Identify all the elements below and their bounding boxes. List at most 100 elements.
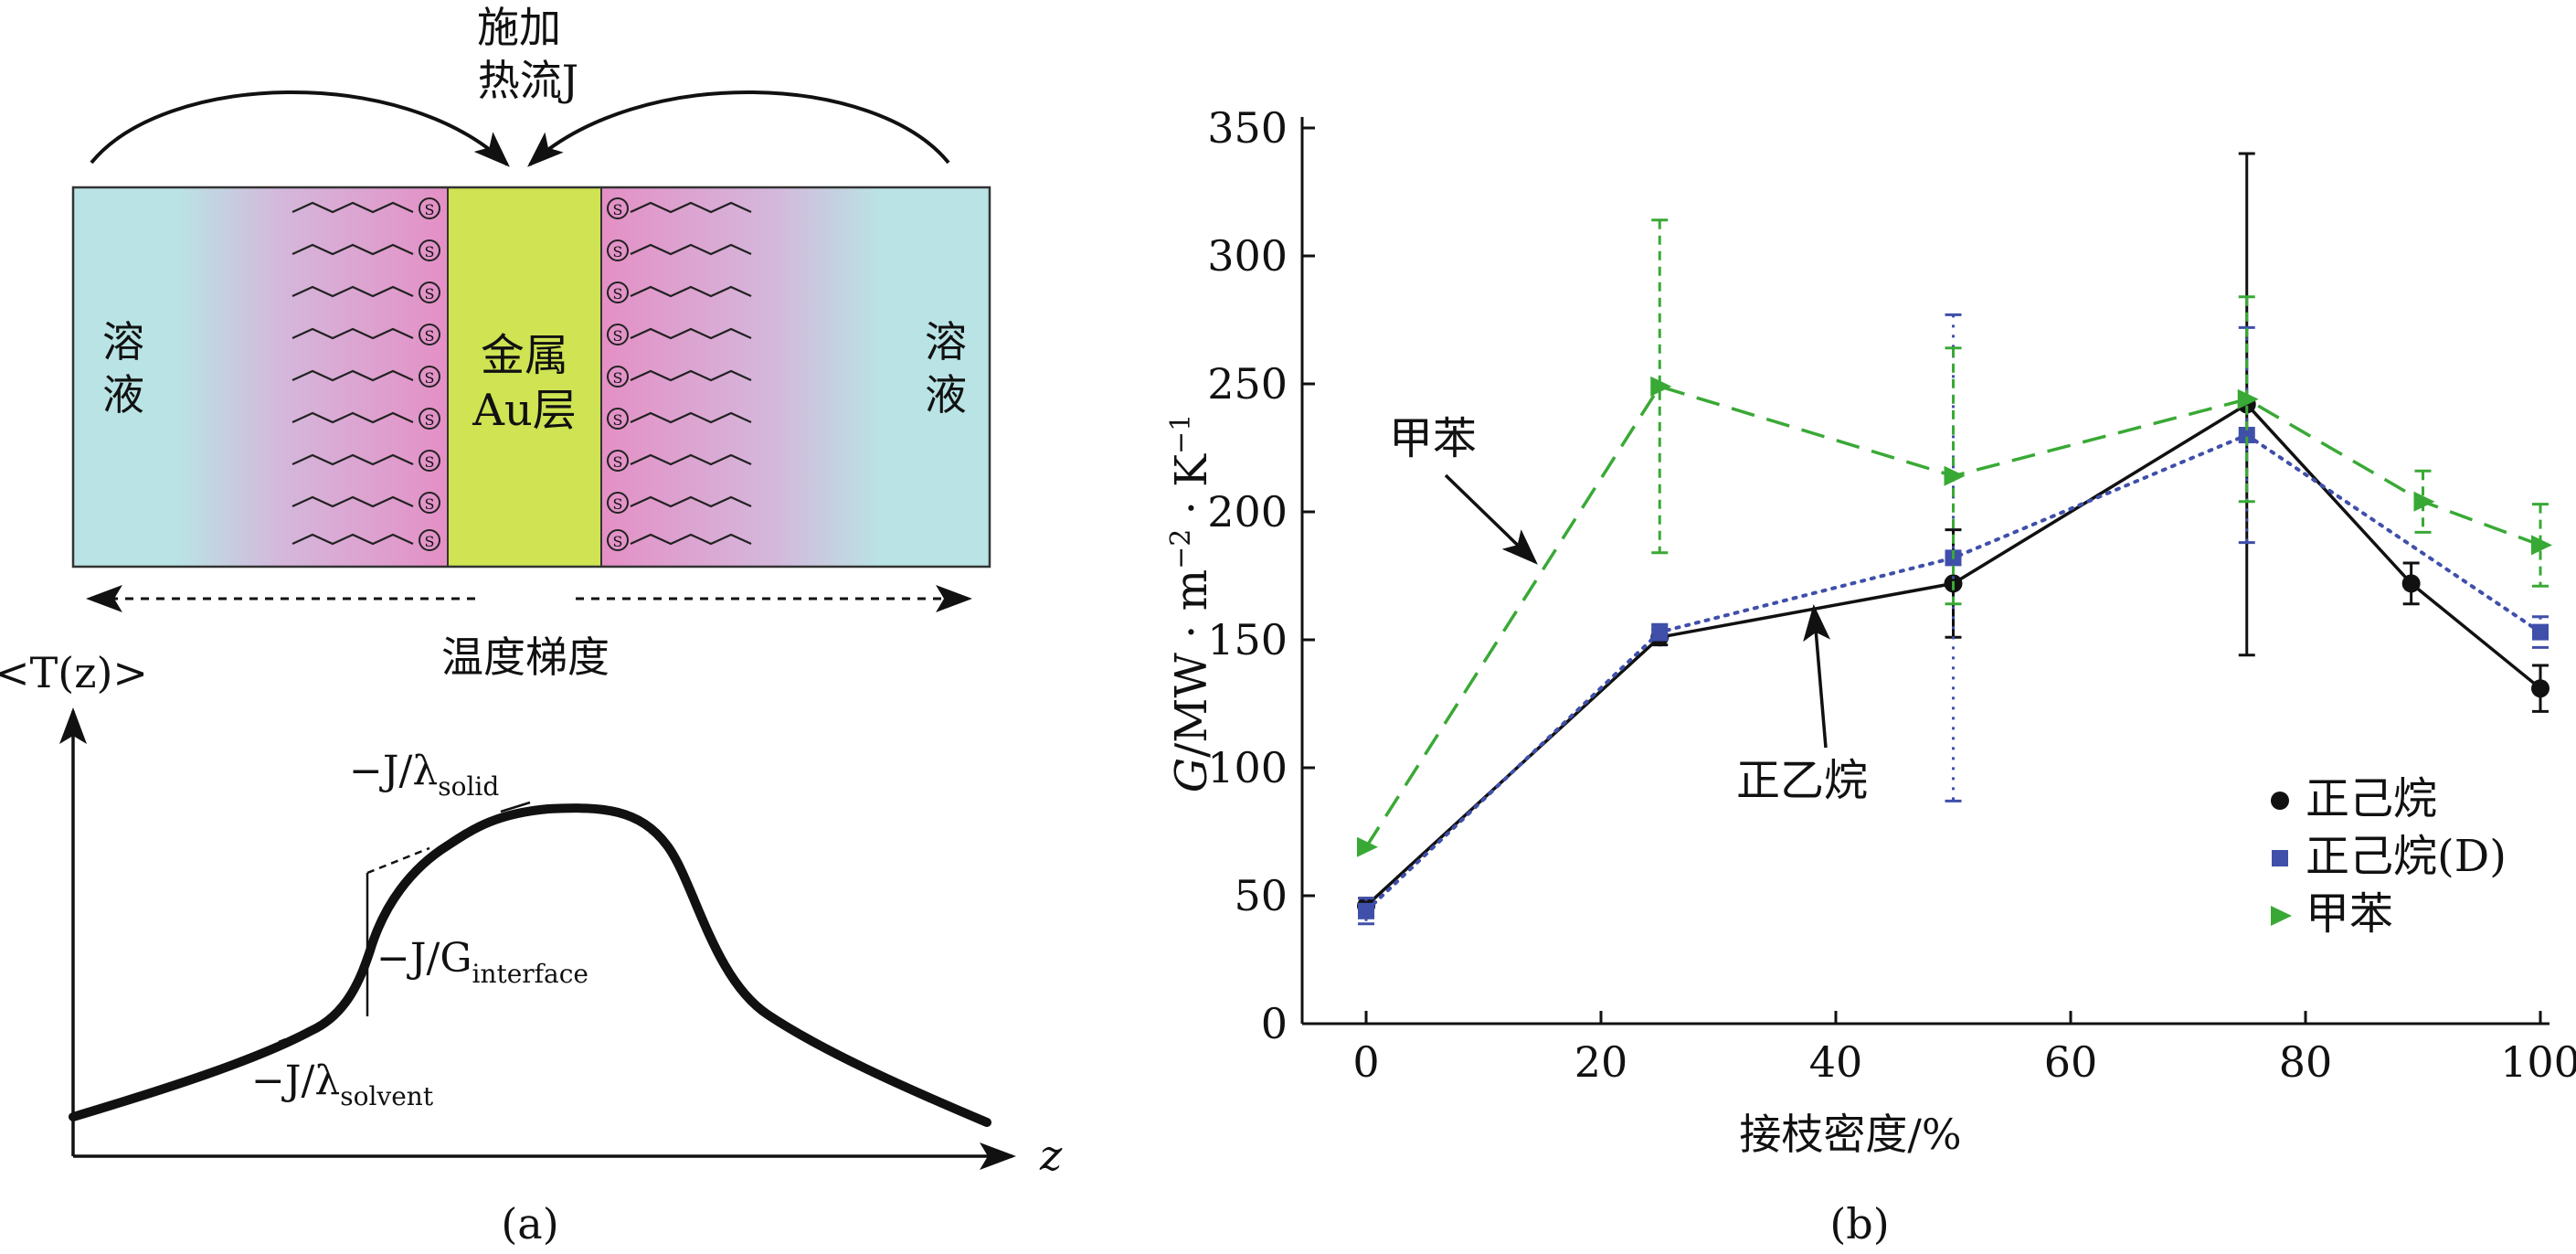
x-tick-label: 100 [2500, 1037, 2576, 1087]
sulfur-symbol: S [613, 453, 623, 471]
ligand-chain [292, 495, 414, 508]
profile-y-axis-label: <T(z)> [0, 648, 148, 697]
metal-label-2: Au层 [472, 385, 577, 436]
ligand-chains-right: S S S S S S S S S [607, 197, 752, 551]
sulfur-symbol: S [425, 411, 435, 429]
data-point [2413, 491, 2435, 512]
data-point [1650, 376, 1672, 397]
y-tick-label: 150 [1207, 615, 1288, 664]
y-tick-label: 50 [1234, 871, 1288, 920]
sulfur-symbol: S [425, 243, 435, 260]
caption-b: (b) [1829, 1199, 1889, 1249]
ligand-chain [292, 243, 414, 256]
solid-slope-tangent [366, 846, 430, 875]
right-solvent-label-2: 液 [925, 370, 967, 420]
sulfur-atom [607, 197, 629, 219]
ligand-chain [630, 495, 752, 508]
y-tick-label: 300 [1207, 231, 1288, 281]
panel-b: 0 50 100 150 200 250 300 350 0 20 40 60 80 100 正己烷正己烷… [1165, 103, 2576, 1249]
x-tick-label: 60 [2044, 1037, 2098, 1087]
ligand-chain [292, 327, 414, 340]
sulfur-atom [419, 282, 440, 303]
sulfur-symbol: S [425, 201, 435, 218]
sulfur-atom [607, 282, 629, 303]
profile-x-axis-label: z [1039, 1131, 1063, 1180]
data-point [2237, 388, 2259, 409]
label-solid: −J/λsolid [349, 748, 499, 802]
sulfur-symbol: S [425, 533, 435, 550]
sulfur-atom [607, 239, 629, 261]
sulfur-symbol: S [613, 411, 623, 429]
metal-label-1: 金属 [481, 330, 568, 381]
y-tick-label: 100 [1207, 743, 1288, 792]
y-tick-label: 0 [1261, 999, 1288, 1048]
ligand-chain [630, 327, 752, 340]
sulfur-symbol: S [425, 453, 435, 471]
heat-flux-label-2: 热流J [478, 56, 578, 105]
ligand-chain [292, 285, 414, 298]
sulfur-atom [607, 408, 629, 430]
ligand-chain [630, 411, 752, 424]
chart-series [1357, 152, 2552, 926]
sulfur-symbol: S [613, 201, 623, 218]
data-point [1944, 465, 1966, 486]
y-tick-label: 350 [1207, 103, 1288, 153]
ligand-chain [630, 369, 752, 382]
data-point [2531, 679, 2549, 698]
sulfur-symbol: S [613, 369, 623, 387]
sulfur-atom [607, 366, 629, 388]
annotation-toluene-arrow [1444, 473, 1538, 565]
sulfur-symbol: S [613, 285, 623, 303]
sulfur-atom [607, 324, 629, 345]
ligand-chain [292, 453, 414, 466]
sulfur-atom [607, 529, 629, 551]
legend-label: 正己烷(D) [2306, 831, 2507, 882]
x-tick-label: 40 [1809, 1037, 1863, 1087]
ligand-chain [292, 533, 414, 546]
data-point [2531, 535, 2552, 556]
sulfur-atom [419, 324, 440, 345]
legend-label: 甲苯 [2306, 888, 2393, 940]
sulfur-atom [419, 408, 440, 430]
temperature-profile-curve [69, 803, 991, 1127]
data-point [1357, 836, 1378, 857]
annotation-toluene-label: 甲苯 [1389, 413, 1477, 464]
left-solvent-label-1: 溶 [102, 317, 144, 367]
sulfur-atom [607, 450, 629, 472]
right-solvent-label-1: 溶 [925, 317, 967, 367]
annotation-hexane-label: 正乙烷 [1736, 755, 1868, 806]
heat-flux-arrow-right [527, 90, 950, 167]
sulfur-atom [419, 450, 440, 472]
sulfur-symbol: S [425, 285, 435, 303]
x-tick-label: 20 [1574, 1037, 1628, 1087]
series-line [1364, 384, 2541, 848]
left-solvent-region [73, 187, 448, 567]
legend-label: 正己烷 [2306, 773, 2437, 824]
sulfur-symbol: S [613, 495, 623, 513]
series-0 [1357, 152, 2549, 916]
ligand-chain [292, 201, 414, 214]
ligand-chain [630, 533, 752, 546]
solid-slope-mark [500, 801, 531, 813]
label-interface: −J/Ginterface [376, 935, 588, 989]
slab-outline [71, 186, 991, 569]
ligand-chain [292, 411, 414, 424]
data-point [1651, 623, 1669, 641]
data-point [2532, 623, 2549, 641]
sulfur-atom [419, 366, 440, 388]
sulfur-symbol: S [613, 533, 623, 550]
data-point [2271, 792, 2289, 810]
chart-x-axis-label: 接枝密度/% [1739, 1110, 1961, 1159]
chart-y-axis-label: G/MW · m−2 · K−1 [1165, 414, 1217, 792]
metal-au-layer [448, 187, 601, 567]
sulfur-atom [419, 492, 440, 514]
ligand-chain [630, 285, 752, 298]
solvent-slope-tangent [278, 1020, 330, 1044]
heat-flux-label-1: 施加 [477, 3, 561, 52]
chart-axes: 0 50 100 150 200 250 300 350 0 20 40 60 80 100 [1207, 103, 2576, 1087]
data-point [2271, 906, 2292, 926]
series-2 [1357, 218, 2552, 857]
sulfur-symbol: S [613, 243, 623, 260]
